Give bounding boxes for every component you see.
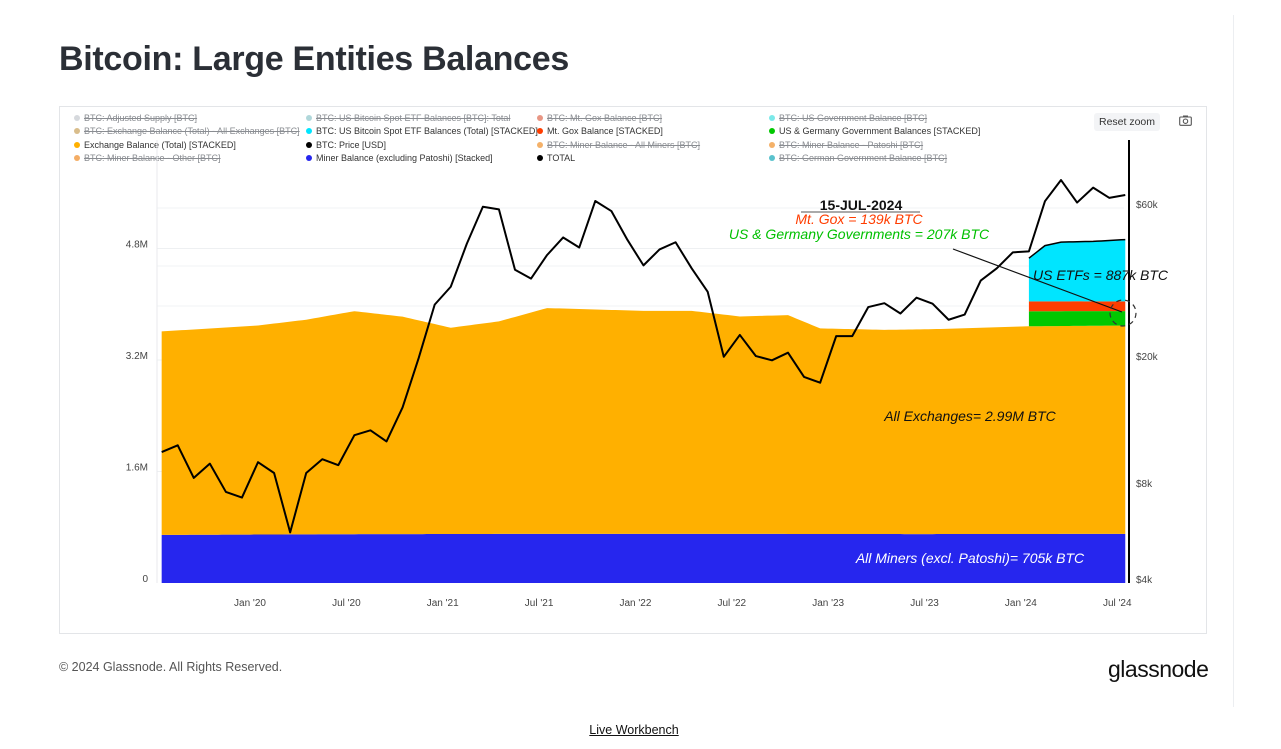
legend-item[interactable]: TOTAL (537, 153, 769, 165)
legend-label: TOTAL (547, 153, 576, 164)
legend-label: BTC: Exchange Balance (Total) - All Exch… (84, 126, 300, 137)
y-left-tick-label: 1.6M (126, 463, 148, 474)
legend-dot-icon (537, 128, 543, 135)
legend-item[interactable]: BTC: Miner Balance - All Miners [BTC] (537, 139, 769, 151)
annotation-mtgox: Mt. Gox = 139k BTC (795, 211, 923, 227)
legend-label: Mt. Gox Balance [STACKED] (547, 126, 663, 137)
annotation-highlight-circle (1109, 299, 1137, 327)
chart-legend: BTC: Adjusted Supply [BTC] BTC: US Bitcoi… (74, 112, 1009, 164)
x-tick-label: Jan '21 (427, 598, 459, 609)
legend-dot-icon (769, 128, 775, 135)
legend-item[interactable]: BTC: Miner Balance - Patoshi [BTC] (769, 139, 1009, 151)
legend-label: BTC: Miner Balance - All Miners [BTC] (547, 139, 701, 150)
legend-item[interactable]: Exchange Balance (Total) [STACKED] (74, 139, 306, 151)
y-right-tick-label: $60k (1136, 200, 1159, 211)
legend-dot-icon (537, 114, 543, 121)
x-tick-label: Jul '23 (910, 598, 939, 609)
copyright: © 2024 Glassnode. All Rights Reserved. (59, 660, 283, 674)
glassnode-logo: glassnode (1108, 656, 1209, 682)
legend-item[interactable]: Miner Balance (excluding Patoshi) [Stack… (306, 153, 537, 165)
legend-item[interactable]: Mt. Gox Balance [STACKED] (537, 126, 769, 138)
annotation-etfs: US ETFs = 887k BTC (1033, 267, 1169, 283)
price-line (161, 179, 1126, 534)
y-left-tick-label: 0 (142, 574, 148, 585)
x-tick-label: Jul '21 (525, 598, 554, 609)
legend-item[interactable]: BTC: Adjusted Supply [BTC] (74, 112, 306, 124)
legend-dot-icon (769, 114, 775, 121)
legend-item[interactable]: BTC: Exchange Balance (Total) - All Exch… (74, 126, 306, 138)
annotation-miners: All Miners (excl. Patoshi)= 705k BTC (855, 550, 1085, 566)
annotation-governments: US & Germany Governments = 207k BTC (729, 226, 990, 242)
legend-item[interactable]: US & Germany Government Balances [STACKE… (769, 126, 1009, 138)
annotation-pointer-line (952, 248, 1123, 313)
x-tick-label: Jul '20 (332, 598, 361, 609)
legend-item[interactable]: BTC: Miner Balance - Other [BTC] (74, 153, 306, 165)
legend-label: BTC: US Bitcoin Spot ETF Balances [BTC]:… (316, 112, 511, 123)
y-left-tick-label: 3.2M (126, 351, 148, 362)
chart-container (59, 106, 1207, 634)
area-us-germany-government-balances-stacked- (1028, 311, 1126, 327)
annotation-date: 15-JUL-2024 (820, 197, 903, 213)
legend-item[interactable]: BTC: US Bitcoin Spot ETF Balances (Total… (306, 126, 538, 138)
legend-label: Miner Balance (excluding Patoshi) [Stack… (316, 153, 493, 164)
live-workbench-link[interactable]: Live Workbench (589, 723, 679, 737)
y-right-tick-label: $8k (1136, 479, 1153, 490)
legend-dot-icon (306, 155, 312, 162)
annotation-exchanges: All Exchanges= 2.99M BTC (883, 408, 1056, 424)
legend-item[interactable]: BTC: German Government Balance [BTC] (769, 153, 1009, 165)
x-tick-label: Jul '22 (718, 598, 747, 609)
page-title: Bitcoin: Large Entities Balances (59, 40, 569, 78)
legend-label: BTC: Miner Balance - Patoshi [BTC] (779, 139, 924, 150)
legend-dot-icon (74, 128, 80, 135)
legend-dot-icon (306, 114, 312, 121)
legend-dot-icon (769, 155, 775, 162)
legend-dot-icon (74, 114, 80, 121)
legend-item[interactable]: BTC: US Bitcoin Spot ETF Balances [BTC]:… (306, 112, 537, 124)
x-tick-label: Jan '24 (1005, 598, 1037, 609)
x-tick-label: Jan '20 (234, 598, 266, 609)
legend-dot-icon (769, 141, 775, 148)
legend-label: BTC: US Bitcoin Spot ETF Balances (Total… (316, 126, 538, 137)
legend-label: BTC: Mt. Gox Balance [BTC] (547, 112, 663, 123)
x-tick-label: Jan '23 (812, 598, 844, 609)
y-right-tick-label: $20k (1136, 352, 1159, 363)
legend-label: Exchange Balance (Total) [STACKED] (84, 139, 236, 150)
legend-label: BTC: Price [USD] (316, 139, 387, 150)
area-exchange-balance-total-stacked- (161, 308, 1126, 535)
legend-dot-icon (306, 141, 312, 148)
legend-dot-icon (74, 141, 80, 148)
legend-label: BTC: Miner Balance - Other [BTC] (84, 153, 221, 164)
total-line (1028, 238, 1126, 259)
legend-label: BTC: Adjusted Supply [BTC] (84, 112, 198, 123)
reset-zoom-button[interactable]: Reset zoom (1094, 113, 1160, 131)
legend-label: BTC: US Government Balance [BTC] (779, 112, 928, 123)
y-right-tick-label: $4k (1136, 575, 1153, 586)
area-mt-gox-balance-stacked- (1028, 301, 1126, 312)
legend-item[interactable]: BTC: US Government Balance [BTC] (769, 112, 1009, 124)
x-tick-label: Jul '24 (1103, 598, 1132, 609)
legend-dot-icon (537, 141, 543, 148)
legend-dot-icon (306, 128, 312, 135)
x-tick-label: Jan '22 (619, 598, 651, 609)
legend-item[interactable]: BTC: Price [USD] (306, 139, 537, 151)
divider (1233, 15, 1234, 707)
area-miner-balance-excluding-patoshi-stacked- (161, 533, 1126, 583)
legend-label: BTC: German Government Balance [BTC] (779, 153, 948, 164)
legend-label: US & Germany Government Balances [STACKE… (779, 126, 981, 137)
legend-dot-icon (537, 155, 543, 162)
y-left-tick-label: 4.8M (126, 240, 148, 251)
camera-icon[interactable] (1179, 115, 1192, 126)
legend-item[interactable]: BTC: Mt. Gox Balance [BTC] (537, 112, 769, 124)
legend-dot-icon (74, 155, 80, 162)
